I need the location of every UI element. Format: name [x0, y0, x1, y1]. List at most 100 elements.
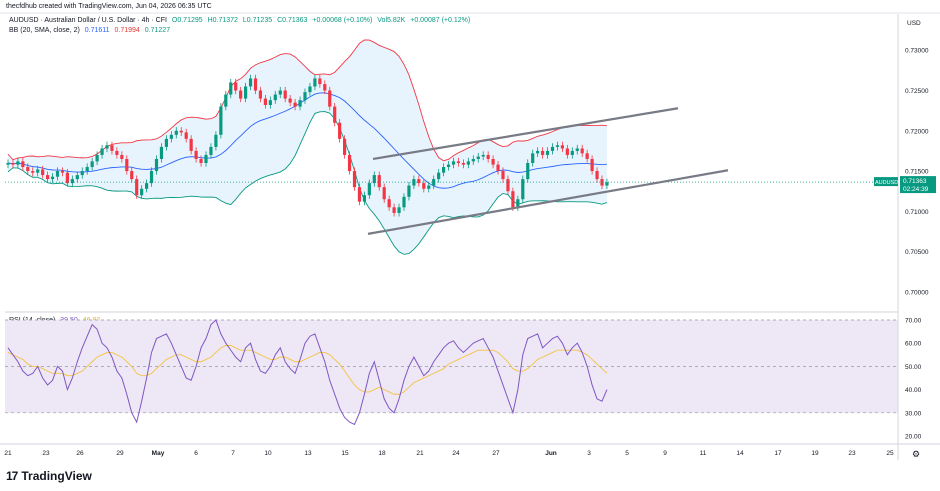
candle-body	[120, 154, 124, 159]
symbol-label[interactable]: AUDUSD · Australian Dollar / U.S. Dollar…	[9, 17, 167, 24]
time-tick-label: Jun	[545, 450, 557, 457]
candle-body	[481, 154, 485, 157]
price-tag	[900, 176, 936, 194]
candle-body	[357, 187, 362, 202]
candle-body	[422, 183, 426, 189]
candle-body	[16, 161, 20, 165]
candle-body	[234, 82, 238, 91]
ohlc-open: O0.71295	[171, 17, 203, 24]
candle-body	[476, 156, 480, 159]
candle-body	[283, 90, 287, 99]
candle-body	[278, 90, 282, 95]
candle-body	[407, 185, 411, 197]
bb-fill	[8, 39, 607, 255]
candle-body	[328, 90, 332, 107]
candle-body	[239, 90, 243, 99]
candle-body	[36, 169, 40, 173]
time-tick-label: 15	[341, 450, 349, 457]
time-tick-label: 6	[194, 450, 198, 457]
time-tick-label: 19	[811, 450, 819, 457]
candle-body	[575, 148, 579, 151]
candle-body	[377, 175, 381, 188]
candle-body	[55, 171, 60, 177]
candle-body	[372, 175, 376, 184]
ohlc-high: H0.71372	[207, 17, 238, 24]
candle-body	[427, 185, 431, 189]
candle-body	[194, 150, 198, 159]
time-tick-label: 23	[848, 450, 856, 457]
candle-body	[90, 161, 94, 168]
candle-body	[75, 175, 79, 180]
candle-body	[442, 167, 446, 173]
candle-body	[313, 78, 317, 87]
tradingview-logo[interactable]: 17 TradingView	[6, 469, 92, 483]
candle-body	[125, 158, 129, 172]
candle-body	[555, 145, 560, 147]
time-tick-label: 29	[116, 450, 124, 457]
candle-body	[550, 146, 555, 151]
candle-body	[293, 102, 297, 107]
candle-body	[585, 153, 589, 159]
candle-body	[605, 182, 609, 186]
candle-body	[486, 154, 490, 159]
candle-body	[343, 138, 347, 155]
candle-body	[536, 150, 540, 154]
candle-body	[338, 122, 342, 139]
candle-body	[437, 172, 441, 180]
candle-body	[149, 171, 154, 184]
candle-body	[298, 100, 302, 107]
settings-icon[interactable]: ⚙	[911, 449, 921, 459]
candle-body	[511, 191, 515, 208]
bb-lower-line	[7, 111, 608, 255]
time-tick-label: 11	[700, 450, 707, 457]
time-tick-label: 27	[492, 450, 500, 457]
bb-label[interactable]: BB (20, SMA, close, 2)	[9, 27, 80, 34]
candle-body	[164, 138, 168, 147]
candle-body	[541, 150, 545, 155]
ohlc-close: C0.71363	[277, 17, 308, 24]
candle-body	[135, 179, 139, 196]
candle-body	[50, 176, 55, 180]
candle-body	[323, 84, 327, 91]
time-tick-label: 26	[76, 450, 84, 457]
candle-body	[26, 167, 30, 172]
candle-body	[80, 171, 84, 176]
candle-body	[268, 100, 272, 106]
candle-body	[224, 94, 228, 107]
candle-body	[456, 161, 461, 163]
candle-body	[288, 98, 292, 103]
price-tick-label: 0.71000	[905, 209, 929, 216]
axes: USD 0.73000 0.72500 0.72000 0.71500 0.71000 0.…	[0, 12, 940, 460]
time-tick-label: 9	[663, 450, 667, 457]
candle-body	[184, 132, 188, 139]
candle-body	[382, 187, 386, 200]
candle-body	[214, 134, 218, 147]
rsi-tick-label: 60.00	[905, 341, 922, 348]
candle-body	[199, 158, 203, 163]
tv-logo-icon: 17	[6, 469, 18, 483]
candle-body	[446, 164, 451, 168]
currency-label: USD	[907, 20, 921, 27]
price-tag-value: 0.71363	[903, 178, 927, 185]
candle-body	[318, 78, 322, 85]
price-tick-label: 0.70000	[905, 289, 929, 296]
time-tick-label: 3	[587, 450, 591, 457]
candle-body	[140, 188, 144, 196]
candle-body	[565, 148, 569, 155]
main-legend: AUDUSD · Australian Dollar / U.S. Dollar…	[9, 17, 473, 24]
candle-body	[491, 158, 495, 165]
candle-body	[263, 98, 267, 106]
channel-lines	[367, 107, 729, 235]
candle-body	[347, 154, 352, 172]
time-tick-label: 14	[736, 450, 744, 457]
candle-body	[526, 163, 530, 180]
candle-body	[392, 207, 396, 213]
time-tick-label: 13	[304, 450, 312, 457]
candle-body	[209, 146, 213, 155]
time-tick-label: 21	[416, 450, 424, 457]
time-tick-label: 7	[231, 450, 235, 457]
candle-body	[521, 179, 525, 200]
candle-body	[159, 146, 164, 159]
candle-body	[387, 199, 391, 208]
